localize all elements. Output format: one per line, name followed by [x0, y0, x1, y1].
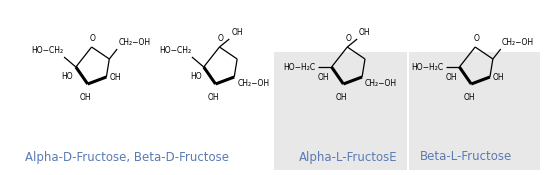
Text: OH: OH [336, 93, 347, 102]
Text: Alpha-L-FructosE: Alpha-L-FructosE [299, 150, 398, 163]
Text: O: O [473, 34, 479, 43]
FancyBboxPatch shape [274, 52, 407, 170]
Text: HO−CH₂: HO−CH₂ [159, 46, 191, 55]
Text: CH₂−OH: CH₂−OH [502, 38, 534, 47]
Text: O: O [218, 34, 224, 43]
Text: HO: HO [61, 72, 73, 81]
Text: Beta-L-Fructose: Beta-L-Fructose [420, 150, 512, 163]
Text: Alpha-D-Fructose, Beta-D-Fructose: Alpha-D-Fructose, Beta-D-Fructose [25, 150, 229, 163]
Text: OH: OH [446, 73, 458, 82]
Text: CH₂−OH: CH₂−OH [365, 79, 397, 88]
Text: OH: OH [463, 93, 475, 102]
Text: HO−CH₂: HO−CH₂ [31, 46, 63, 55]
Text: HO−H₂C: HO−H₂C [284, 62, 316, 72]
Text: HO: HO [190, 72, 202, 81]
Text: O: O [90, 34, 96, 43]
Text: OH: OH [318, 73, 330, 82]
FancyBboxPatch shape [409, 52, 540, 170]
Text: OH: OH [80, 93, 91, 102]
Text: OH: OH [109, 72, 121, 82]
Text: OH: OH [493, 72, 504, 82]
Text: HO−H₂C: HO−H₂C [412, 62, 444, 72]
Text: CH₂−OH: CH₂−OH [237, 79, 269, 88]
Text: CH₂−OH: CH₂−OH [118, 38, 150, 47]
Text: OH: OH [359, 28, 370, 37]
Text: OH: OH [208, 93, 219, 102]
Text: O: O [345, 34, 351, 43]
Text: OH: OH [231, 28, 243, 37]
